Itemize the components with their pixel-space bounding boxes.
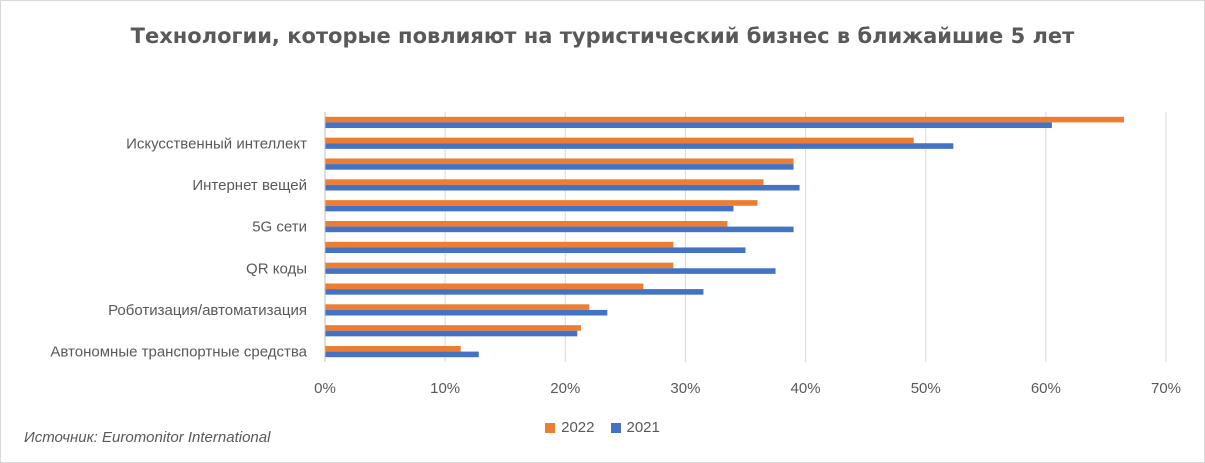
x-tick-label-6: 60% [1031, 380, 1061, 397]
bar-2022-2 [325, 158, 794, 165]
legend-swatch-2022 [545, 422, 556, 433]
bar-2021-6 [325, 247, 746, 254]
x-tick-label-3: 30% [670, 380, 700, 397]
x-tick-label-2: 20% [550, 380, 580, 397]
bar-2021-7 [325, 268, 776, 274]
x-tick-label-0: 0% [314, 380, 336, 397]
legend-item-2022: 2022 [545, 419, 595, 436]
source-note: Источник: Euromonitor International [24, 429, 271, 446]
bar-2021-8 [325, 289, 704, 295]
bar-2022-5 [325, 220, 728, 227]
bar-2021-9 [325, 309, 608, 316]
bar-2021-1 [325, 143, 954, 149]
bar-2022-1 [325, 137, 914, 144]
legend-swatch-2021 [610, 422, 621, 433]
y-category-label-9: Роботизация/автоматизация [108, 302, 307, 319]
legend-label-2022: 2022 [561, 419, 595, 436]
bar-2022-7 [325, 262, 674, 269]
bar-2022-0 [325, 116, 1124, 123]
bar-2022-8 [325, 283, 644, 290]
y-category-label-11: Автономные транспортные средства [50, 344, 307, 361]
bar-2022-3 [325, 179, 764, 185]
bar-2021-10 [325, 330, 578, 337]
bar-2022-11 [325, 345, 461, 352]
bar-2021-5 [325, 226, 794, 233]
y-category-label-5: 5G сети [252, 219, 307, 236]
bar-2021-11 [325, 351, 479, 358]
bar-2021-4 [325, 205, 734, 212]
bar-2021-2 [325, 164, 794, 170]
y-category-label-7: QR коды [246, 260, 307, 277]
x-tick-label-7: 70% [1151, 380, 1181, 397]
y-category-label-3: Интернет вещей [192, 177, 307, 194]
bar-2022-4 [325, 200, 758, 206]
bar-2021-3 [325, 184, 800, 191]
bar-2022-6 [325, 241, 674, 248]
bar-2021-0 [325, 122, 1052, 129]
legend-item-2021: 2021 [610, 419, 660, 436]
bar-2022-10 [325, 325, 581, 331]
x-tick-label-5: 50% [911, 380, 941, 397]
y-category-label-1: Искусственный интеллект [126, 135, 307, 152]
chart-title: Технологии, которые повлияют на туристич… [130, 24, 1075, 48]
x-tick-label-4: 40% [791, 380, 821, 397]
legend-label-2021: 2021 [626, 419, 660, 436]
legend: 2022 2021 [0, 419, 1205, 436]
bar-2022-9 [325, 304, 590, 310]
x-tick-label-1: 10% [430, 380, 460, 397]
